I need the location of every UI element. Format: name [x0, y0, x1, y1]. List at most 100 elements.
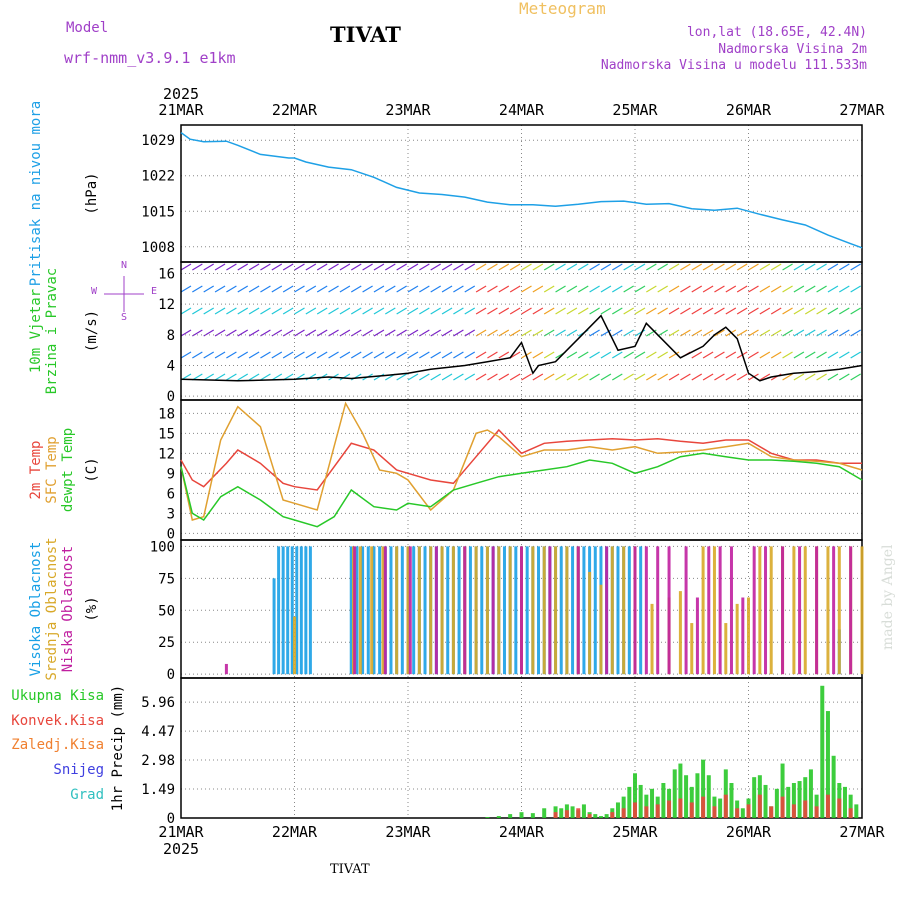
wind-barb — [793, 351, 805, 359]
y-tick-label: 18 — [158, 406, 175, 422]
bar-cloud_mid — [417, 546, 421, 675]
wind-barb — [430, 263, 442, 271]
bar-precip_conv — [667, 800, 672, 818]
bar-precip_total — [542, 808, 547, 818]
wind-barb — [816, 263, 827, 271]
y-tick-label: 75 — [158, 571, 175, 587]
x-tick-label-bottom: 23MAR — [385, 823, 431, 841]
wind-barb — [373, 307, 385, 315]
wind-barb — [589, 351, 600, 359]
bar-precip_total — [604, 814, 609, 818]
bar-precip_total — [740, 808, 745, 818]
wind-barb — [782, 263, 793, 271]
wind-barb — [464, 351, 476, 359]
bar-cloud_low — [633, 546, 637, 675]
wind-barb — [328, 351, 339, 359]
bar-cloud_low — [729, 546, 733, 675]
wind-barb — [691, 351, 703, 359]
wind-barb — [180, 285, 192, 293]
bar-cloud_mid — [497, 546, 501, 675]
wind-barb — [782, 285, 793, 293]
model-label: Model — [66, 20, 109, 36]
bar-precip_total — [729, 783, 734, 818]
wind-barb — [725, 285, 737, 293]
wind-barb — [339, 263, 351, 271]
wind-barb — [487, 285, 498, 293]
wind-barb — [384, 307, 396, 315]
bar-precip_total — [786, 786, 791, 818]
wind-barb — [260, 329, 271, 337]
bar-precip_conv — [633, 802, 637, 818]
wind-barb — [611, 285, 623, 293]
wind-barb — [532, 351, 544, 359]
bar-cloud_mid — [769, 546, 773, 675]
bar-cloud_low — [520, 546, 523, 675]
bar-cloud_mid — [554, 546, 558, 675]
wind-barb — [453, 329, 464, 337]
wind-barb — [702, 263, 714, 271]
wind-barb — [611, 263, 623, 271]
wind-barb — [793, 285, 805, 293]
wind-barb — [668, 351, 680, 359]
precip-legend-label: Snijeg — [53, 762, 104, 778]
x-tick-label-top: 22MAR — [272, 101, 318, 119]
wind-barb — [850, 329, 861, 337]
y-tick-label: 0 — [167, 811, 175, 827]
wind-barb — [623, 351, 634, 359]
bar-cloud_high — [571, 546, 575, 675]
y-axis-label: Pritisak na nivou mora — [28, 101, 44, 286]
wind-barb — [350, 329, 362, 337]
wind-barb — [827, 285, 839, 293]
bar-cloud_high — [361, 546, 365, 675]
wind-barb — [748, 351, 759, 359]
wind-barb — [748, 285, 759, 293]
wind-barb — [419, 307, 430, 315]
compass-label: W — [91, 286, 98, 297]
wind-barb — [804, 373, 816, 381]
bar-cloud_mid — [406, 546, 410, 675]
wind-barb — [362, 329, 373, 337]
wind-barb — [475, 263, 487, 271]
y-axis-label: Visoka Oblacnost — [28, 542, 44, 677]
wind-barb — [464, 307, 476, 315]
bar-cloud_mid — [588, 571, 592, 675]
wind-barb — [180, 307, 192, 315]
wind-barb — [736, 373, 748, 381]
bar-cloud_mid — [542, 546, 546, 675]
bar-cloud_mid — [792, 546, 796, 675]
wind-barb — [532, 285, 544, 293]
bar-precip_total — [638, 784, 643, 818]
bar-precip_conv — [814, 806, 819, 818]
wind-barb — [850, 307, 861, 315]
bar-precip_conv — [701, 796, 706, 818]
wind-barb — [555, 373, 566, 381]
wind-barb — [475, 307, 487, 315]
bar-cloud_low — [605, 546, 609, 675]
bar-precip_conv — [803, 800, 808, 818]
wind-barb — [611, 351, 623, 359]
compass-label: N — [121, 260, 127, 271]
wind-barb — [373, 285, 385, 293]
wind-barb — [804, 307, 816, 315]
wind-barb — [657, 329, 669, 337]
y-axis-label: Niska Oblacnost — [60, 546, 76, 672]
wind-barb — [407, 285, 419, 293]
wind-barb — [509, 373, 521, 381]
wind-barb — [464, 285, 476, 293]
wind-barb — [441, 285, 453, 293]
wind-barb — [294, 307, 305, 315]
bar-precip_total — [672, 769, 677, 818]
x-tick-label-bottom: 24MAR — [499, 823, 545, 841]
wind-barb — [657, 373, 669, 381]
footer-station: TIVAT — [330, 862, 370, 877]
wind-barb — [294, 351, 305, 359]
wind-barb — [623, 263, 634, 271]
x-tick-label-bottom: 25MAR — [612, 823, 658, 841]
wind-barb — [509, 351, 521, 359]
bar-cloud_low — [718, 546, 722, 675]
bar-cloud_high — [616, 546, 620, 675]
bar-precip_total — [695, 773, 700, 818]
bar-cloud_high — [400, 546, 404, 675]
wind-barb — [328, 263, 339, 271]
bar-precip_total — [763, 784, 768, 818]
